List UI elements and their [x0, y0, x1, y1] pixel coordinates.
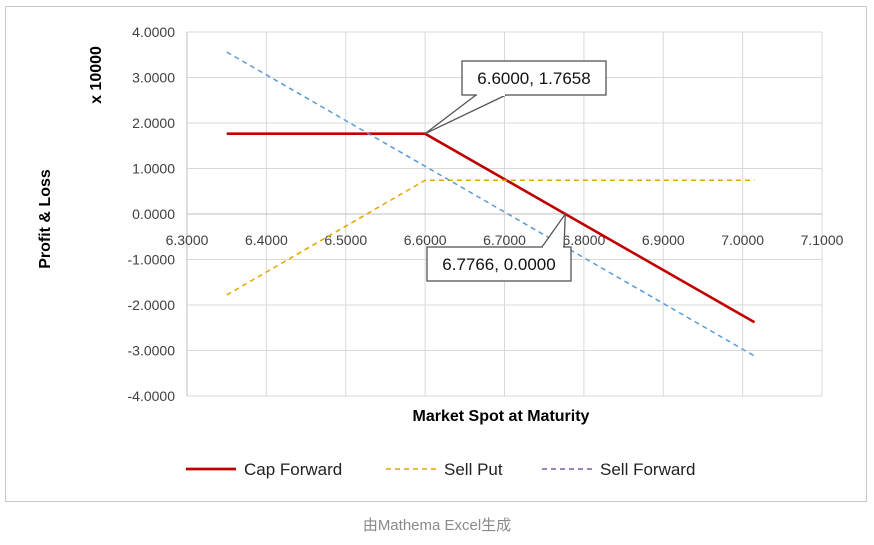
- legend-label: Cap Forward: [244, 460, 342, 479]
- chart-frame: 6.3000 6.4000 6.5000 6.6000 6.7000 6.8000 6.90…: [5, 6, 867, 502]
- y-axis-unit: x 10000: [88, 46, 105, 104]
- callout-label: 6.7766, 0.0000: [442, 255, 555, 274]
- legend-label: Sell Put: [444, 460, 503, 479]
- x-tick-label: 6.4000: [245, 232, 288, 248]
- y-tick-label: 1.0000: [132, 161, 175, 177]
- callout-label: 6.6000, 1.7658: [477, 69, 590, 88]
- callouts: 6.6000, 1.7658 6.7766, 0.0000: [424, 60, 607, 282]
- y-tick-label: 0.0000: [132, 206, 175, 222]
- x-tick-label: 6.5000: [324, 232, 367, 248]
- x-tick-label: 6.8000: [562, 232, 605, 248]
- y-tick-label: -3.0000: [128, 343, 176, 359]
- y-tick-label: 2.0000: [132, 115, 175, 131]
- y-tick-label: -4.0000: [128, 388, 176, 404]
- y-tick-label: -1.0000: [128, 252, 176, 268]
- chart-svg: 6.3000 6.4000 6.5000 6.6000 6.7000 6.8000 6.90…: [37, 24, 844, 479]
- x-tick-label: 6.6000: [404, 232, 447, 248]
- cap-forward-line: [226, 132, 756, 324]
- reference-line: [226, 51, 755, 357]
- x-axis-title: Market Spot at Maturity: [413, 408, 590, 425]
- y-axis-title: Profit & Loss: [37, 169, 54, 269]
- x-tick-label: 6.9000: [642, 232, 685, 248]
- axes: [186, 32, 822, 396]
- callout-box: [461, 60, 607, 96]
- x-tick-label: 7.1000: [801, 232, 844, 248]
- x-tick-label: 6.3000: [166, 232, 209, 248]
- y-tick-label: -2.0000: [128, 297, 176, 313]
- tick-labels: 6.3000 6.4000 6.5000 6.6000 6.7000 6.8000 6.90…: [128, 24, 844, 404]
- caption: 由Mathema Excel生成: [362, 517, 512, 534]
- legend: Cap Forward Sell Put Sell Forward: [186, 460, 695, 479]
- callout-pointer: [541, 211, 567, 248]
- series-lines: [226, 51, 756, 357]
- sell-put-line: [226, 179, 755, 296]
- y-tick-label: 4.0000: [132, 24, 175, 40]
- callout-box: [426, 246, 572, 282]
- y-tick-label: 3.0000: [132, 70, 175, 86]
- x-tick-label: 7.0000: [721, 232, 764, 248]
- callout-pointer: [424, 94, 507, 135]
- legend-label: Sell Forward: [600, 460, 695, 479]
- x-tick-label: 6.7000: [483, 232, 526, 248]
